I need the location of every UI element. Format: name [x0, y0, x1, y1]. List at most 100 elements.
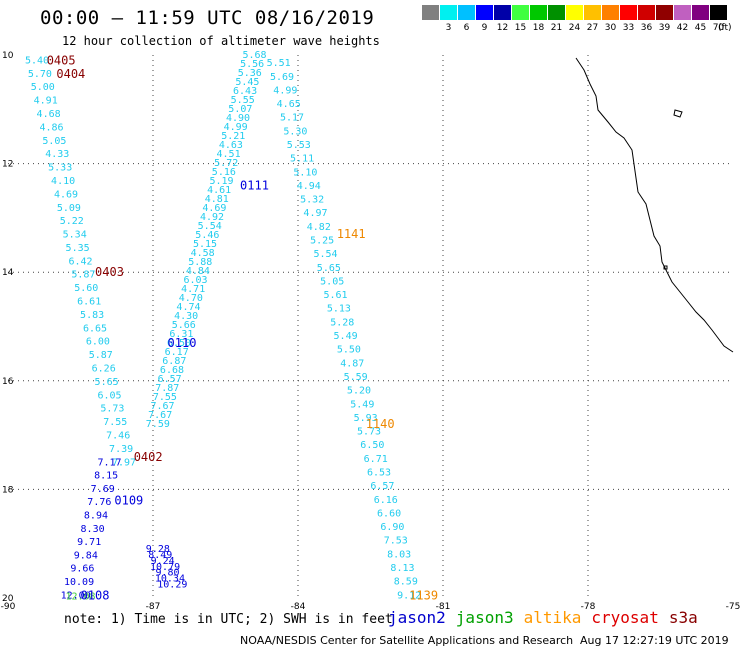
wave-height-value: 6.61 — [77, 297, 101, 308]
lon-tick-label: -75 — [726, 602, 740, 612]
legend-label: 39 — [658, 23, 671, 33]
wave-height-value: 5.72 — [214, 158, 238, 169]
credit-line: NOAA/NESDIS Center for Satellite Applica… — [240, 634, 574, 647]
wave-height-value: 4.61 — [207, 185, 231, 196]
wave-height-value: 5.36 — [238, 68, 262, 79]
wave-height-value: 5.83 — [80, 310, 104, 321]
wave-height-value: 4.84 — [186, 266, 210, 277]
track-label: 1141 — [337, 227, 366, 241]
wave-height-value: 5.45 — [235, 77, 259, 88]
islet-path — [663, 265, 668, 270]
wave-height-value: 6.03 — [184, 275, 208, 286]
coastline-path — [575, 57, 734, 353]
wave-height-value: 4.94 — [297, 181, 321, 192]
wave-height-value: 7.69 — [91, 484, 115, 495]
wave-height-value: 4.65 — [277, 99, 301, 110]
wave-height-value: 5.46 — [195, 230, 219, 241]
wave-height-value: 6.50 — [360, 440, 384, 451]
wave-height-value: 5.54 — [313, 249, 337, 260]
track-label: 0404 — [56, 67, 85, 81]
page-title: 00:00 – 11:59 UTC 08/16/2019 — [40, 7, 375, 29]
wave-height-value: 4.91 — [34, 96, 58, 107]
wave-height-value: 6.68 — [160, 365, 184, 376]
wave-height-value: 9.12 — [397, 590, 421, 601]
map-grid — [8, 55, 733, 598]
legend-swatch — [440, 5, 457, 20]
wave-height-value: 5.60 — [74, 283, 98, 294]
wave-height-value: 4.33 — [45, 149, 69, 160]
legend-swatch — [476, 5, 493, 20]
satellite-name: cryosat — [591, 608, 659, 627]
legend-swatch — [548, 5, 565, 20]
legend-swatch — [692, 5, 709, 20]
wave-height-value: 9.80 — [155, 568, 179, 579]
wave-height-value: 5.73 — [100, 404, 124, 415]
wave-height-value: 4.87 — [340, 358, 364, 369]
legend-swatch — [422, 5, 439, 20]
wave-height-value: 5.53 — [287, 140, 311, 151]
legend-label: 3 — [445, 23, 452, 33]
wave-height-value: 6.60 — [377, 508, 401, 519]
legend-label: 6 — [463, 23, 470, 33]
wave-height-value: 4.92 — [200, 212, 224, 223]
wave-height-value: 7.97 — [112, 457, 136, 468]
legend-swatch — [458, 5, 475, 20]
wave-height-value: 6.53 — [367, 467, 391, 478]
wave-height-value: 4.30 — [174, 311, 198, 322]
wave-height-value: 5.35 — [66, 243, 90, 254]
lat-tick-label: 12 — [2, 160, 13, 170]
wave-height-value: 6.00 — [86, 337, 110, 348]
wave-height-value: 6.65 — [83, 323, 107, 334]
legend-label: 36 — [640, 23, 653, 33]
satellite-name: altika — [523, 608, 582, 627]
wave-height-value: 10.34 — [155, 574, 185, 585]
lon-tick-label: -78 — [581, 602, 596, 612]
wave-height-value: 6.43 — [233, 86, 257, 97]
wave-height-value: 4.90 — [226, 113, 250, 124]
wave-height-value: 5.66 — [172, 320, 196, 331]
legend-label: 12 — [496, 23, 509, 33]
wave-height-value: 7.55 — [153, 392, 177, 403]
legend-label: 24 — [568, 23, 581, 33]
lat-tick-label: 20 — [2, 594, 14, 604]
wave-height-value: 7.53 — [384, 536, 408, 547]
wave-height-value: 4.82 — [307, 222, 331, 233]
wave-height-value: 8.94 — [84, 510, 108, 521]
track-label: 0111 — [240, 178, 269, 192]
track-label: 0403 — [95, 265, 124, 279]
wave-height-value: 5.16 — [212, 167, 236, 178]
wave-height-value: 5.34 — [63, 230, 87, 241]
wave-height-value: 4.99 — [224, 122, 248, 133]
wave-height-value: 5.05 — [320, 276, 344, 287]
wave-height-value: 6.31 — [169, 329, 193, 340]
generated-timestamp: Aug 17 12:27:19 UTC 2019 — [580, 634, 729, 647]
wave-height-value: 6.50 — [167, 338, 191, 349]
wave-height-value: 9.24 — [151, 556, 175, 567]
legend-swatch — [494, 5, 511, 20]
wave-height-value: 5.17 — [280, 113, 304, 124]
wave-height-value: 5.70 — [28, 69, 52, 80]
wave-height-value: 5.54 — [198, 221, 222, 232]
page-subtitle: 12 hour collection of altimeter wave hei… — [62, 34, 380, 48]
wave-height-value: 5.28 — [330, 317, 354, 328]
wave-height-value: 8.30 — [81, 524, 105, 535]
wave-height-value: 5.69 — [270, 72, 294, 83]
legend-label: 70 — [712, 23, 725, 33]
legend-label: 15 — [514, 23, 527, 33]
legend-label: 21 — [550, 23, 563, 33]
legend-swatch — [656, 5, 673, 20]
wave-height-value: 6.16 — [374, 495, 398, 506]
wave-height-value: 10.79 — [150, 562, 180, 573]
wave-height-value: 12.00 — [61, 590, 91, 601]
wave-height-value: 9.28 — [146, 544, 170, 555]
legend-swatch — [638, 5, 655, 20]
track-0108-end: 12.08 — [65, 591, 95, 602]
wave-height-value: 5.55 — [231, 95, 255, 106]
wave-height-value: 6.71 — [364, 454, 388, 465]
wave-height-value: 4.99 — [273, 85, 297, 96]
wave-height-value: 4.86 — [39, 122, 63, 133]
wave-height-value: 5.15 — [193, 239, 217, 250]
wave-height-value: 5.87 — [89, 350, 113, 361]
wave-height-value: 7.76 — [87, 497, 111, 508]
